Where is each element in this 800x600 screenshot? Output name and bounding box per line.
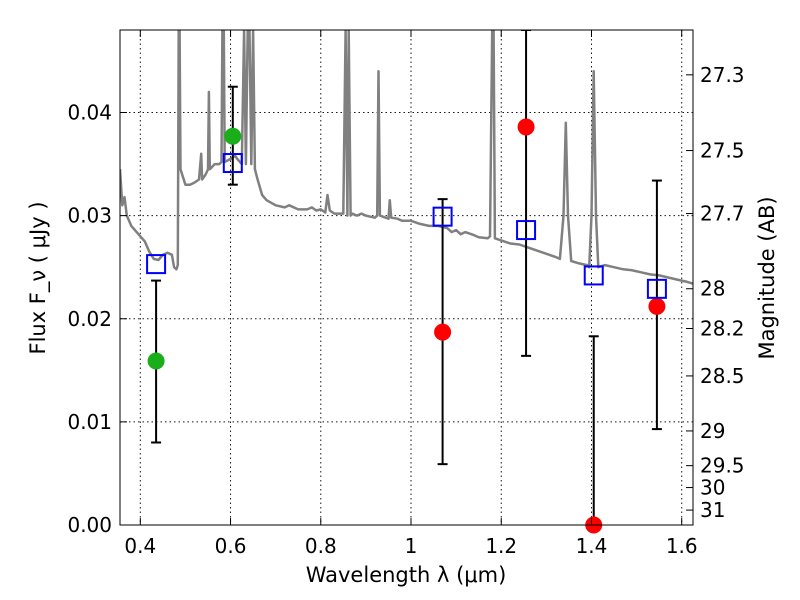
y-tick-label: 0.04 [67,101,112,125]
right-axis-label: Magnitude (AB) [755,196,779,359]
x-tick-label: 1.4 [576,534,608,558]
data-point-circle [517,118,535,136]
right-tick-label: 31 [700,498,725,522]
right-tick-label: 29 [700,419,725,443]
right-tick-label: 27.5 [700,139,745,163]
spectrum-line [120,30,693,285]
right-tick-label: 27.3 [700,63,745,87]
grid [120,30,693,526]
right-tick-label: 29.5 [700,454,745,478]
y-tick-label: 0.03 [67,204,112,228]
data-point-square [583,265,604,286]
data-point-circle [434,323,452,341]
y-axis-label: Flux F_ν ( μJy ) [26,201,51,354]
tick-labels: 0.4 0.6 0.8 1 1.2 1.4 1.6 0.00 0.01 0.02 0.03 0.04 2… [67,63,744,558]
x-tick-label: 0.8 [305,534,337,558]
x-axis-label: Wavelength λ (μm) [306,563,507,587]
data-point-circle [224,127,242,145]
x-tick-label: 1 [405,534,418,558]
right-tick-label: 27.7 [700,202,745,226]
y-tick-label: 0.02 [67,307,112,331]
right-tick-label: 28.2 [700,316,745,340]
x-tick-label: 1.6 [666,534,698,558]
data-point-square [432,206,453,227]
x-tick-label: 1.2 [485,534,517,558]
data-point-square [222,153,243,174]
right-tick-label: 28.5 [700,364,745,388]
x-tick-label: 0.4 [124,534,156,558]
right-tick-label: 30 [700,476,725,500]
data-point-square [646,278,667,299]
data-point-square [146,254,167,275]
data-point-circle [648,297,666,315]
x-tick-label: 0.6 [215,534,247,558]
right-tick-label: 28 [700,277,725,301]
axis-ticks [120,30,693,526]
y-tick-label: 0.00 [67,513,112,537]
model-spectrum [120,30,693,285]
y-tick-label: 0.01 [67,410,112,434]
data-point-circle [147,352,165,370]
data-point-square [516,220,537,241]
data-markers [146,118,667,534]
plot-frame [119,29,694,526]
